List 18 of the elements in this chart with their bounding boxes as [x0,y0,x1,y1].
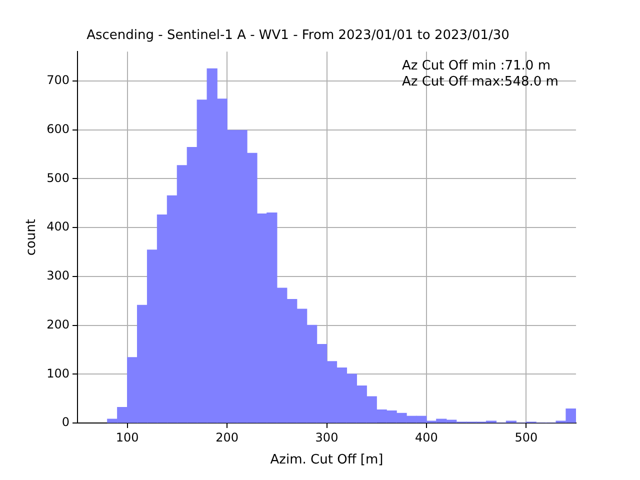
y-tick-label: 200 [46,317,70,332]
x-tick-label: 400 [415,430,438,444]
y-tick-label: 400 [46,220,70,234]
x-tick-label: 100 [116,430,139,444]
annotation: Az Cut Off max:548.0 m [402,74,558,90]
x-tick-label: 200 [216,430,239,444]
y-tick-label: 600 [46,122,70,136]
y-axis-title: count [24,218,40,256]
annotation: Az Cut Off min :71.0 m [402,58,550,74]
y-tick-label: 500 [46,170,70,185]
x-tick-label: 300 [315,430,338,444]
y-tick-label: 300 [46,268,70,283]
y-tick-label: 0 [62,415,70,430]
y-tick-label: 100 [46,366,70,380]
x-axis-title: Azim. Cut Off [m] [270,452,384,468]
y-tick-label: 700 [46,73,70,88]
x-tick-label: 500 [514,430,538,444]
chart-title: Ascending - Sentinel-1 A - WV1 - From 2023/01/01 to 2023/01/30 [86,28,510,44]
